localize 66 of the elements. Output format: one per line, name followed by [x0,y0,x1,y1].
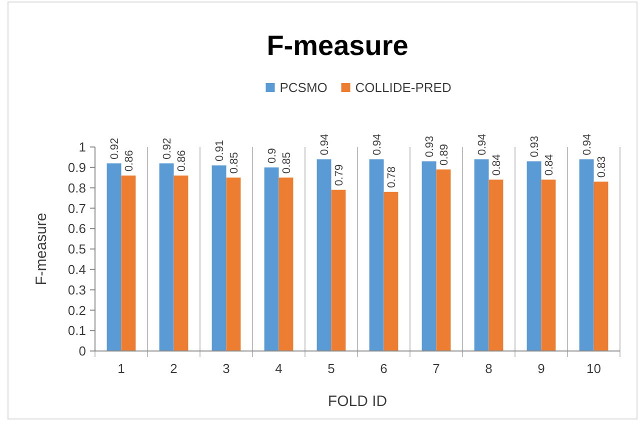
y-axis-title: F-measure [33,212,50,286]
bar [526,161,542,351]
x-tick-label: 4 [275,361,282,376]
data-label: 0.93 [529,136,542,158]
y-tick-label: 0.4 [68,262,86,277]
data-label: 0.86 [176,150,188,172]
y-tick-label: 0.2 [68,302,86,318]
y-tick-label: 0.8 [68,180,86,196]
legend-label: PCSMO [280,80,328,95]
legend-label: COLLIDE-PRED [355,80,452,95]
bar [121,176,136,351]
chart-title: F-measure [266,30,408,61]
y-tick-label: 0.3 [68,282,86,298]
bar [331,190,346,351]
x-axis-title: FOLD ID [328,393,388,410]
bar [541,180,556,351]
data-label: 0.79 [333,164,346,186]
bar [174,176,188,351]
data-label: 0.94 [319,134,332,156]
data-label: 0.86 [123,150,136,172]
data-label: 0.93 [424,136,436,158]
x-tick-label: 7 [432,361,440,376]
x-tick-label: 9 [538,361,545,376]
bar [422,161,436,351]
x-tick-label: 5 [328,361,335,376]
data-label: 0.89 [438,144,450,166]
data-label: 0.92 [162,138,174,160]
data-label: 0.94 [476,134,489,156]
y-tick-label: 0 [78,344,86,359]
data-label: 0.85 [280,152,293,174]
x-tick-label: 8 [485,361,492,376]
data-label: 0.94 [372,134,384,156]
x-tick-label: 10 [586,361,601,376]
data-label: 0.9 [266,148,279,164]
bar [579,159,594,351]
bar [278,178,294,351]
bar [384,192,398,351]
y-tick-label: 0.1 [68,323,86,338]
data-label: 0.92 [109,138,122,160]
bar [436,169,451,351]
bar [594,182,608,351]
x-tick-label: 1 [118,361,125,376]
bar [316,159,332,351]
bar [212,165,226,351]
y-tick-label: 0.6 [68,221,86,236]
data-label: 0.83 [596,156,608,178]
y-tick-label: 0.7 [68,200,86,216]
data-label: 0.78 [386,166,398,188]
bar [369,159,384,351]
x-tick-label: 2 [170,361,178,376]
bar [226,178,241,351]
data-label: 0.91 [214,140,226,162]
bar [159,163,174,351]
bar [488,180,504,351]
x-tick-label: 3 [222,361,230,376]
y-tick-label: 0.5 [68,242,86,257]
data-label: 0.94 [582,134,594,156]
x-tick-label: 6 [380,361,388,376]
data-label: 0.85 [228,152,240,174]
data-label: 0.84 [543,154,556,176]
bar [264,167,279,351]
y-tick-label: 0.9 [68,160,86,175]
y-tick-label: 1 [78,140,86,155]
data-label: 0.84 [490,154,503,176]
bar [474,159,489,351]
bar [106,163,122,351]
